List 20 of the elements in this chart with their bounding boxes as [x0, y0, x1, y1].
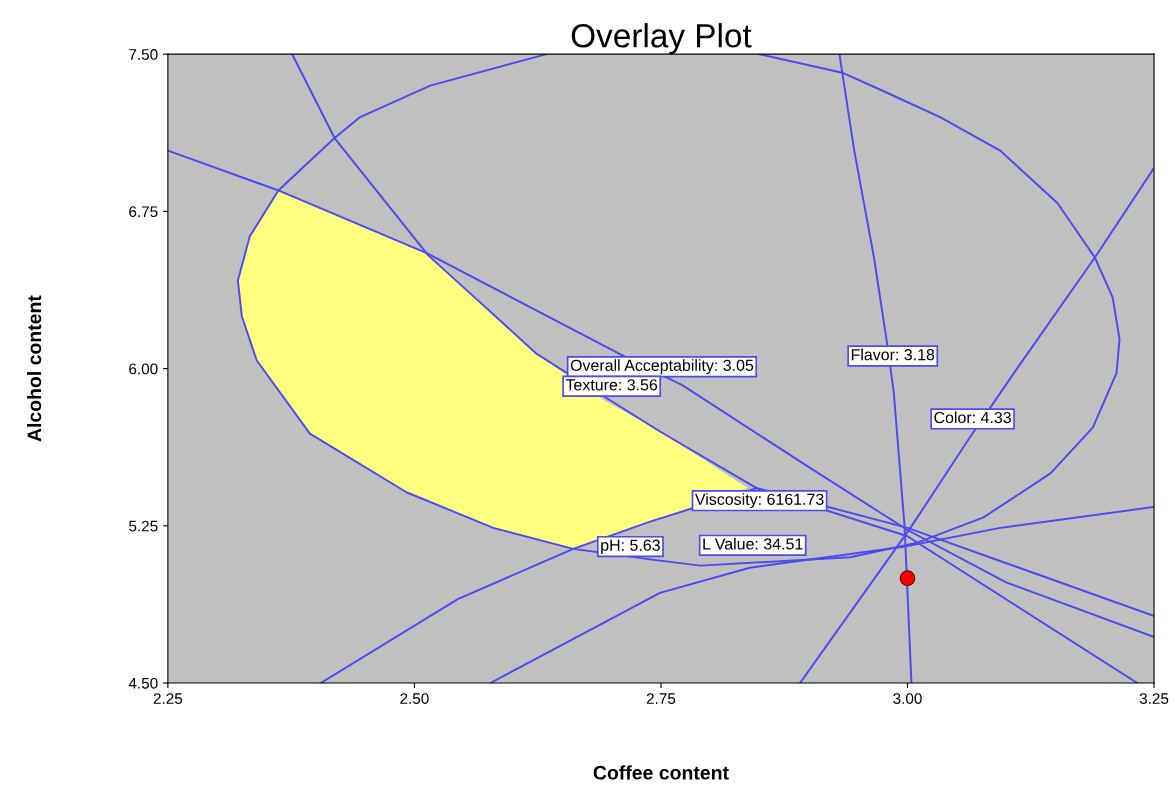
y-tick-label: 4.50	[128, 677, 158, 689]
x-tick-label: 2.75	[646, 693, 676, 704]
y-tick-label: 5.25	[129, 520, 158, 532]
x-tick-label: 2.25	[153, 693, 183, 704]
x-tick-label: 3.00	[893, 693, 922, 704]
y-tick-label: 6.75	[129, 206, 158, 218]
y-tick-label: 7.50	[129, 49, 158, 60]
annotation: Flavor: 3.18	[851, 348, 935, 361]
y-tick-label: 6.00	[129, 363, 158, 375]
x-tick-label: 2.50	[400, 693, 429, 704]
annotation: pH: 5.63	[601, 539, 660, 555]
annotation: L Value: 34.51	[703, 537, 803, 550]
annotation: Viscosity: 6161.73	[694, 493, 824, 509]
annotation: Color: 4.33	[934, 411, 1011, 424]
annotation: Overall Acceptability: 3.05	[570, 359, 754, 375]
chart-title: Overlay Plot	[571, 23, 752, 55]
y-axis-title: Alcohol content	[26, 295, 42, 442]
x-tick-label: 3.25	[1139, 693, 1169, 704]
annotation: Texture: 3.56	[565, 379, 658, 391]
x-axis-title: Coffee content	[593, 765, 729, 780]
